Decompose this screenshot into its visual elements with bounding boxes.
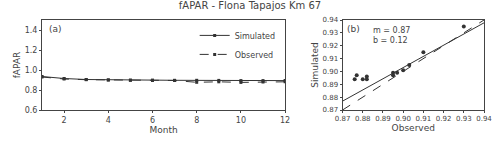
svg-text:0.94: 0.94 [476,115,492,123]
svg-text:8: 8 [194,116,199,125]
svg-text:(b): (b) [347,24,360,34]
svg-text:1.4: 1.4 [25,26,38,35]
svg-text:0.93: 0.93 [456,115,472,123]
svg-text:0.89: 0.89 [375,115,391,123]
svg-text:(a): (a) [49,24,62,34]
svg-text:0.92: 0.92 [436,115,452,123]
svg-text:0.91: 0.91 [323,55,339,63]
svg-text:fAPAR: fAPAR [12,52,22,79]
svg-text:1.2: 1.2 [25,46,38,55]
svg-text:0.94: 0.94 [323,16,339,24]
svg-text:0.92: 0.92 [323,42,339,50]
svg-text:0.88: 0.88 [323,94,339,102]
svg-text:0.90: 0.90 [323,68,339,76]
svg-text:Month: Month [149,125,177,135]
svg-text:6: 6 [150,116,155,125]
svg-text:Simulated: Simulated [235,32,275,41]
svg-text:0.89: 0.89 [323,81,339,89]
svg-text:0.90: 0.90 [395,115,411,123]
svg-text:0.87: 0.87 [335,115,351,123]
svg-text:fAPAR - Flona Tapajos Km 67: fAPAR - Flona Tapajos Km 67 [179,0,321,11]
svg-text:m = 0.87b = 0.12: m = 0.87b = 0.12 [373,26,410,45]
svg-text:12: 12 [280,116,290,125]
svg-text:0.87: 0.87 [323,106,339,114]
svg-text:0.6: 0.6 [25,106,38,115]
svg-text:4: 4 [106,116,111,125]
svg-text:0.93: 0.93 [323,29,339,37]
svg-text:Observed: Observed [392,123,435,133]
svg-text:0.91: 0.91 [416,115,432,123]
svg-text:1.0: 1.0 [25,66,38,75]
svg-text:Observed: Observed [235,51,274,60]
svg-text:0.88: 0.88 [355,115,371,123]
svg-text:10: 10 [236,116,246,125]
svg-text:2: 2 [62,116,67,125]
svg-text:0.8: 0.8 [25,86,38,95]
svg-text:Simulated: Simulated [310,42,320,87]
